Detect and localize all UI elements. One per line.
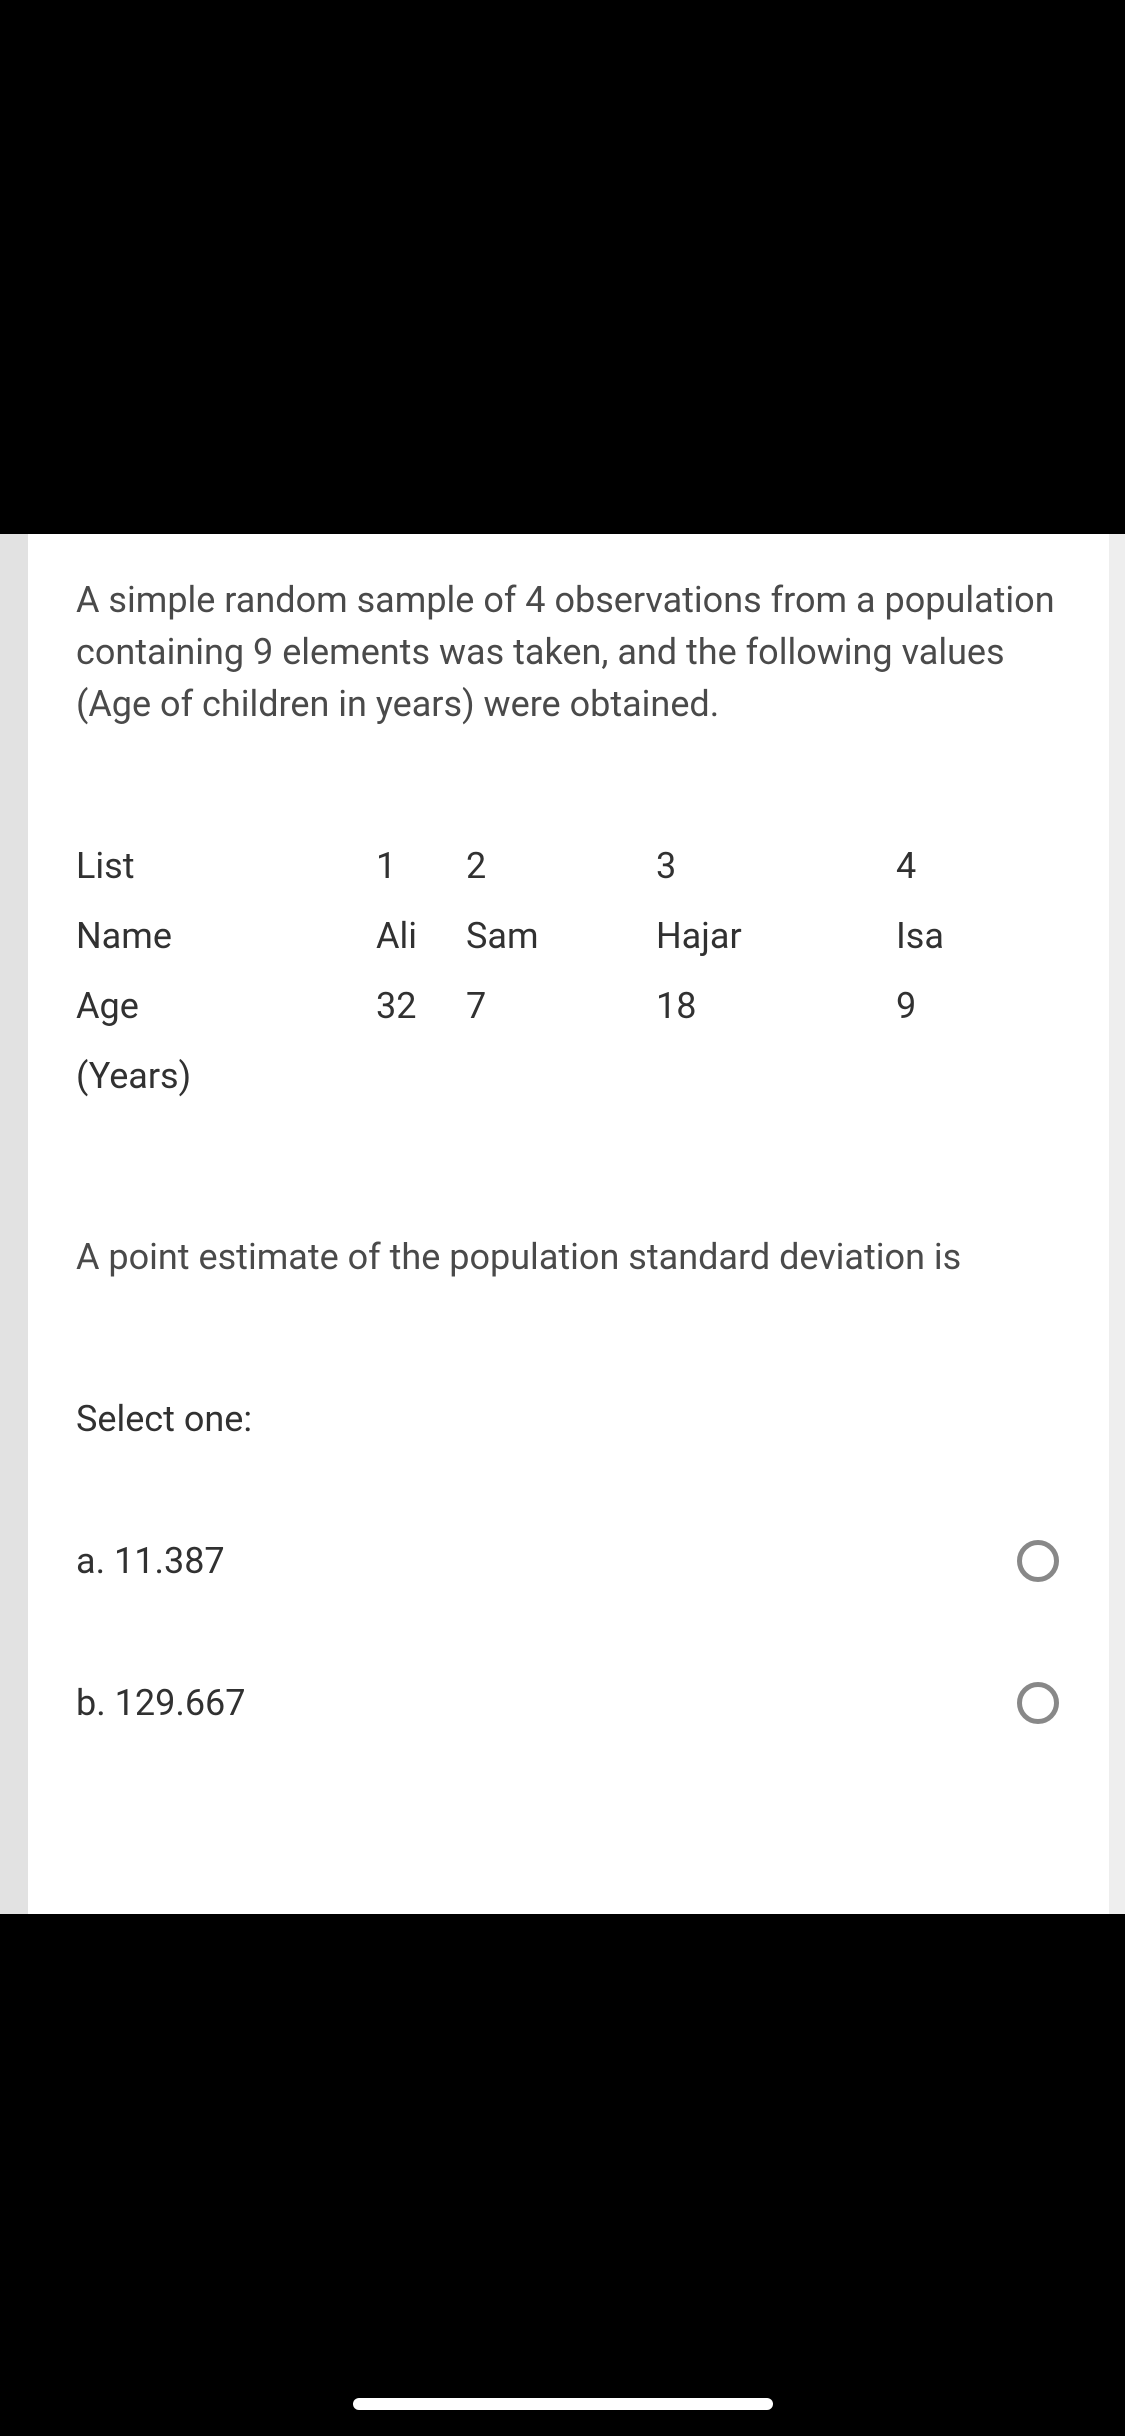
cell [656,1041,896,1111]
option-label: a. 11.387 [76,1540,225,1582]
cell [466,1041,656,1111]
row-label: (Years) [76,1041,376,1111]
select-one-label: Select one: [76,1398,1069,1440]
cell: 2 [466,831,656,901]
question-prompt: A point estimate of the population stand… [76,1231,1069,1283]
option-b[interactable]: b. 129.667 [76,1682,1069,1724]
cell: 4 [896,831,1016,901]
cell: 9 [896,971,1016,1041]
question-intro: A simple random sample of 4 observations… [76,574,1069,731]
radio-icon[interactable] [1017,1540,1059,1582]
cell: 3 [656,831,896,901]
cell [376,1041,466,1111]
home-indicator[interactable] [353,2398,773,2410]
cell: 32 [376,971,466,1041]
row-label: Age [76,971,376,1041]
cell: Ali [376,901,466,971]
table-row: Age 32 7 18 9 [76,971,1016,1041]
data-table: List 1 2 3 4 Name Ali Sam Hajar Isa Age … [76,831,1016,1111]
cell: 18 [656,971,896,1041]
table-row: List 1 2 3 4 [76,831,1016,901]
question-card: A simple random sample of 4 observations… [28,534,1109,1914]
cell: Hajar [656,901,896,971]
cell: Isa [896,901,1016,971]
cell [896,1041,1016,1111]
table-row: (Years) [76,1041,1016,1111]
left-gutter [0,534,28,1914]
option-a[interactable]: a. 11.387 [76,1540,1069,1582]
radio-icon[interactable] [1017,1682,1059,1724]
cell: 7 [466,971,656,1041]
table-row: Name Ali Sam Hajar Isa [76,901,1016,971]
vertical-scrollbar[interactable] [1109,534,1125,1914]
cell: 1 [376,831,466,901]
row-label: List [76,831,376,901]
row-label: Name [76,901,376,971]
option-label: b. 129.667 [76,1682,246,1724]
cell: Sam [466,901,656,971]
